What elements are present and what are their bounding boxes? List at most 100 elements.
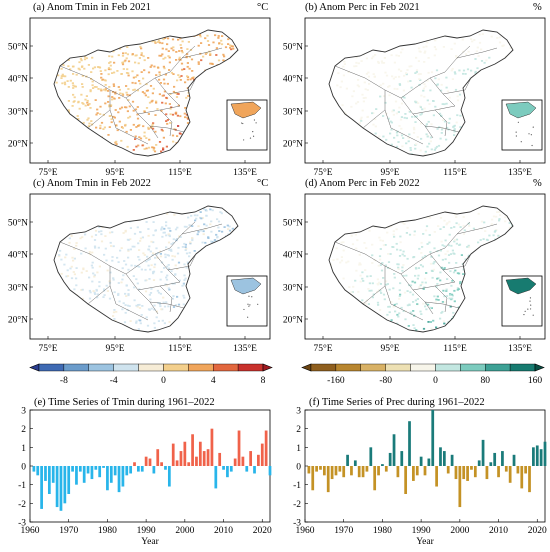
bar	[40, 466, 43, 509]
y-tick-label: -1	[18, 481, 26, 491]
bar	[233, 458, 237, 466]
colorbar-tick-label: -8	[60, 376, 68, 386]
bar	[94, 466, 98, 470]
bar	[206, 449, 210, 466]
bar	[137, 466, 140, 472]
bar	[481, 439, 485, 466]
lat-tick-label: 40°N	[283, 250, 303, 261]
y-tick-label: 3	[21, 407, 26, 417]
bar	[473, 466, 477, 478]
bar	[477, 460, 481, 466]
lon-tick-label: 135°E	[233, 343, 257, 352]
bar	[129, 466, 133, 474]
x-tick-label: 1960	[296, 526, 315, 536]
bar	[229, 466, 233, 472]
map-title: (a) Anom Tmin in Feb 2021	[33, 2, 151, 13]
bar	[497, 466, 500, 478]
lat-tick-label: 20°N	[8, 139, 28, 150]
lon-tick-label: 115°E	[168, 167, 192, 176]
bar	[528, 466, 531, 493]
bar	[63, 466, 67, 504]
colorbar-tick-label: 0	[433, 376, 438, 386]
lat-tick-label: 40°N	[283, 74, 303, 85]
map-panel-b: (b) Anom Perc in Feb 2021 % 50°N 40°N 30°N…	[275, 0, 550, 178]
bar	[86, 466, 90, 474]
lon-tick-label: 75°E	[38, 343, 57, 352]
y-tick-label: 2	[21, 425, 26, 435]
bar	[535, 445, 539, 466]
bar	[102, 466, 105, 468]
map-unit: %	[533, 178, 542, 189]
colorbars: -8 -4 0 4 8 -160 -80 0 80 160	[29, 363, 545, 386]
lon-tick-label: 115°E	[443, 343, 467, 352]
chart-title: (e) Time Series of Tmin during 1961–2022	[34, 397, 215, 408]
bar	[106, 466, 109, 491]
bar	[307, 466, 311, 474]
bar	[504, 466, 508, 472]
lat-tick-label: 30°N	[8, 107, 28, 118]
map-unit: °C	[257, 2, 269, 13]
bar	[257, 454, 260, 466]
y-tick-label: 1	[296, 444, 301, 454]
x-tick-label: 1990	[412, 526, 431, 536]
bar	[400, 451, 404, 466]
bar	[415, 466, 419, 476]
bar	[520, 466, 524, 489]
bar	[396, 466, 400, 478]
map-unit: %	[533, 2, 542, 13]
bar	[322, 466, 326, 476]
bar	[361, 466, 365, 478]
bar	[392, 434, 396, 466]
lat-tick-label: 50°N	[283, 218, 303, 229]
lat-tick-label: 20°N	[283, 139, 303, 150]
bar	[543, 441, 547, 466]
colorbar-temp: -8 -4 0 4 8	[29, 363, 273, 386]
x-tick-label: 1970	[59, 526, 78, 536]
lat-tick-label: 50°N	[8, 42, 28, 53]
lat-tick-label: 50°N	[283, 42, 303, 53]
colorbar-tick-label: -80	[379, 376, 392, 386]
colorbar-tick-label: -160	[327, 376, 345, 386]
bar	[388, 452, 392, 466]
lat-tick-label: 50°N	[8, 218, 28, 229]
bar	[423, 466, 427, 476]
map-panel-a: (a) Anom Tmin in Feb 2021 °C 50°N 40°N 30°…	[0, 0, 275, 178]
x-tick-label: 2020	[253, 526, 272, 536]
bar	[44, 466, 47, 481]
bar	[330, 466, 334, 480]
lat-tick-label: 30°N	[8, 283, 28, 294]
bar	[245, 466, 249, 472]
bar	[516, 466, 520, 474]
bar	[524, 466, 528, 474]
x-tick-label: 1990	[137, 526, 156, 536]
bar	[117, 466, 121, 493]
bar	[338, 466, 342, 472]
map-panel-c: (c) Anom Tmin in Feb 2022 °C 50°N 40°N 30°…	[0, 176, 275, 354]
bar	[78, 466, 82, 472]
y-tick-label: 0	[296, 463, 301, 473]
x-tick-label: 1970	[334, 526, 353, 536]
bar	[249, 451, 253, 466]
bar	[171, 443, 175, 466]
lon-tick-label: 95°E	[105, 167, 124, 176]
x-tick-label: 2010	[214, 526, 233, 536]
lat-tick-label: 30°N	[283, 283, 303, 294]
bar	[268, 466, 272, 476]
bar	[485, 466, 489, 480]
bar	[450, 454, 454, 466]
x-tick-label: 1960	[21, 526, 40, 536]
bar	[237, 430, 241, 466]
y-tick-label: -3	[18, 519, 26, 529]
bar	[51, 466, 55, 483]
x-tick-label: 2020	[528, 526, 547, 536]
bar	[226, 466, 229, 478]
bar	[214, 466, 218, 489]
bar	[419, 456, 423, 466]
bar	[144, 456, 148, 466]
x-tick-label: 2010	[489, 526, 508, 536]
map-plot-b: 50°N 40°N 30°N 20°N 75°E 95°E 115°E 135°E	[283, 17, 546, 178]
colorbar-tick-label: 160	[528, 376, 543, 386]
bar	[187, 462, 191, 466]
y-tick-label: 3	[296, 407, 301, 417]
bar	[140, 466, 144, 472]
